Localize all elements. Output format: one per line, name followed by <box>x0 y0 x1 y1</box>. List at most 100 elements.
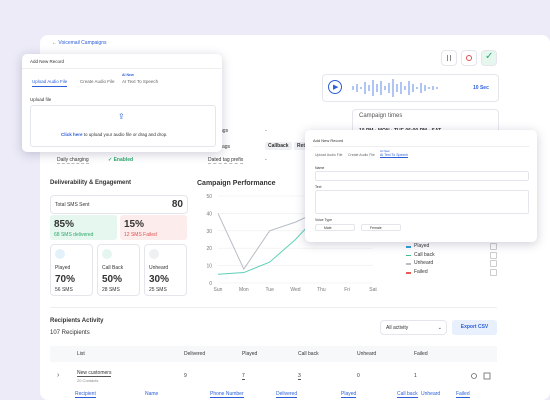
sub-header: Failed <box>456 391 470 398</box>
enabled-text: Enabled <box>113 157 134 163</box>
field-label: Name <box>315 166 325 170</box>
contact-tags-value: - <box>265 128 267 134</box>
column-header: Unheard <box>357 351 377 357</box>
pause-button[interactable] <box>441 50 457 66</box>
legend-swatch <box>406 263 411 265</box>
list-name: New customers <box>77 370 112 377</box>
popup-title: Add New Record <box>313 138 344 143</box>
list-contacts: 20 Contacts <box>77 378 99 383</box>
stat-pct: 50% <box>102 274 123 285</box>
failed-box: 15% 12 SMS Failed <box>120 215 187 240</box>
column-header: Failed <box>414 351 428 357</box>
voice-option[interactable]: Female <box>361 224 401 231</box>
stat-count: 25 SMS <box>149 287 167 293</box>
line <box>217 209 322 271</box>
tab[interactable]: AI Text To Speech <box>122 79 159 84</box>
stop-button[interactable] <box>461 50 477 66</box>
tab[interactable]: AI Text To Speech <box>380 153 409 158</box>
popup-title: Add New Record <box>30 59 65 64</box>
stat-pct: 70% <box>55 274 76 285</box>
delivered-box: 85% 68 SMS delivered <box>50 215 117 240</box>
back-text[interactable]: Voicemail Campaigns <box>58 40 107 46</box>
stat-box: Unheard 30% 25 SMS <box>144 244 187 296</box>
section-title: Deliverability & Engagement <box>50 180 132 186</box>
tag-chip: Ret <box>294 142 309 150</box>
tab[interactable]: Create Audio File <box>348 153 375 157</box>
cell: 9 <box>184 373 187 379</box>
play-button[interactable]: ▶ <box>328 80 342 94</box>
sub-header: Played <box>341 391 357 398</box>
performance-chart: Campaign Performance 0 10 20 30 40 50 Sun Mon Tue… <box>197 180 377 293</box>
stat-label: Unheard <box>149 265 169 271</box>
add-record-popup: Add New Record Upload Audio File Create … <box>305 130 537 242</box>
legend-swatch <box>406 272 411 274</box>
x-tick-label: Mon <box>239 287 249 293</box>
approve-button[interactable]: ✓ <box>481 50 497 66</box>
x-tick-label: Sat <box>369 287 377 293</box>
sub-header: Call back <box>397 391 418 398</box>
column-header: Call back <box>298 351 319 357</box>
field-label: Upload file <box>30 97 52 102</box>
sub-header: Phone Number <box>210 391 244 398</box>
voice-option[interactable]: Male <box>315 224 355 231</box>
dated-prefix-label: Dated tag prefix <box>208 157 244 164</box>
text-input[interactable] <box>315 190 529 214</box>
export-button[interactable]: Export CSV <box>452 320 497 335</box>
legend-swatch <box>406 254 411 257</box>
x-tick-label: Fri <box>344 287 350 293</box>
tab[interactable]: Upload Audio File <box>32 79 68 87</box>
cell: 7 <box>242 373 245 380</box>
stat-label: Call Back <box>102 265 124 271</box>
legend-label: Played <box>414 243 430 249</box>
total-value: 80 <box>171 199 183 210</box>
stat-icon <box>102 249 112 259</box>
column-header: List <box>77 351 85 357</box>
y-tick-label: 0 <box>209 281 212 287</box>
cell: 3 <box>298 373 301 380</box>
campaign-times-label: Campaign times <box>359 113 403 119</box>
field-label: Text <box>315 185 322 189</box>
back-link[interactable]: ← Voicemail Campaigns <box>52 40 107 46</box>
row-actions <box>471 372 491 380</box>
stat-box: Played 70% 56 SMS <box>50 244 93 296</box>
upload-dropzone[interactable]: ⇪ Click here to upload your audio file o… <box>30 105 216 147</box>
y-tick-label: 10 <box>206 264 212 270</box>
checkbox <box>490 260 497 268</box>
recipient-count: 107 Recipients <box>50 330 90 336</box>
upload-popup: Add New Record Upload Audio File Create … <box>22 54 222 152</box>
legend-label: Failed <box>414 269 428 276</box>
y-tick-label: 30 <box>206 229 212 235</box>
x-tick-label: Wed <box>290 287 300 293</box>
field-label: Voice Type <box>315 218 333 222</box>
y-tick-label: 20 <box>206 246 212 252</box>
upload-text: to upload your audio file or drag and dr… <box>83 132 168 137</box>
total-label: Total SMS Sent <box>55 202 90 208</box>
name-input[interactable] <box>315 171 529 181</box>
section-title: Recipients Activity <box>50 318 104 324</box>
checkbox <box>490 243 497 250</box>
stat-pct: 30% <box>149 274 170 285</box>
sub-header: Unheard <box>421 391 441 397</box>
activity-filter[interactable]: All activity ⌄ <box>380 320 447 335</box>
y-tick-label: 40 <box>206 211 212 217</box>
delivered-pct: 85% <box>54 219 75 230</box>
upload-link[interactable]: Click here <box>61 132 83 137</box>
tab[interactable]: Create Audio File <box>80 79 115 84</box>
checkbox <box>490 269 497 277</box>
tab[interactable]: Upload Audio File <box>315 153 343 157</box>
legend-swatch <box>406 246 411 248</box>
sub-header: Recipient <box>75 391 96 398</box>
stat-icon <box>149 249 159 259</box>
chart-title: Campaign Performance <box>197 180 276 187</box>
expand-chevron: › <box>57 372 60 379</box>
filter-text[interactable]: All activity <box>386 325 409 331</box>
stat-box: Call Back 50% 28 SMS <box>97 244 140 296</box>
stat-icon <box>55 249 65 259</box>
failed-text: 12 SMS Failed <box>124 232 157 238</box>
sub-header: Name <box>145 391 159 397</box>
tag-chip: Callback <box>265 142 292 150</box>
delivered-text: 68 SMS delivered <box>54 232 94 238</box>
x-tick-label: Thu <box>317 287 326 293</box>
sub-header: Delivered <box>276 391 298 398</box>
